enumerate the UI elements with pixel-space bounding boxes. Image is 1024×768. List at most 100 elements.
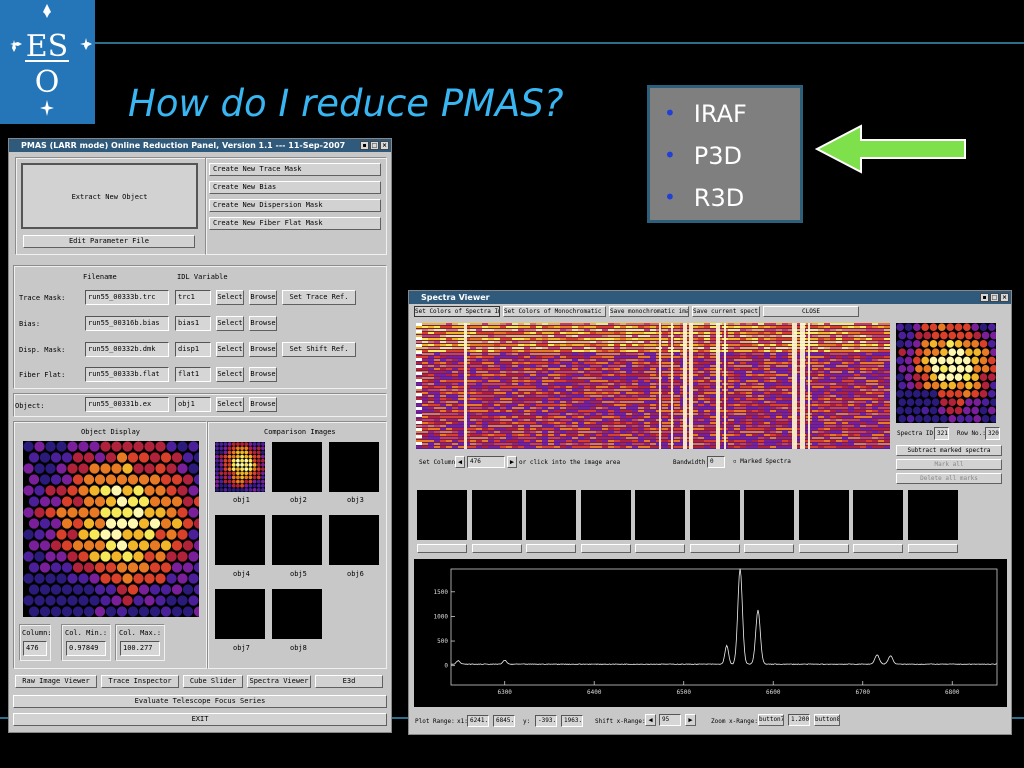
set-colors-spectra-button[interactable]: Set Colors of Spectra Image: [414, 306, 500, 317]
save-mono-images-button[interactable]: Save monochromatic images: [609, 306, 689, 317]
marked-spectrum-slot[interactable]: [471, 490, 522, 540]
monochromatic-image[interactable]: [896, 323, 996, 423]
colmin-value[interactable]: 0.97849: [66, 641, 106, 656]
slot-button[interactable]: [635, 544, 685, 553]
bandwidth-field[interactable]: 0: [707, 456, 725, 468]
comparison-image-obj1[interactable]: [215, 442, 265, 492]
comparison-image-obj6[interactable]: [329, 515, 379, 565]
close-icon[interactable]: ×: [1000, 293, 1009, 302]
row-no-field[interactable]: 320: [985, 427, 1000, 440]
bias-browse-button[interactable]: Browse: [249, 316, 277, 331]
window-titlebar[interactable]: Spectra Viewer ▪ □ ×: [409, 291, 1011, 304]
x2-field[interactable]: 6845.: [493, 715, 515, 727]
x1-field[interactable]: 6241.: [467, 715, 489, 727]
save-spectrum-button[interactable]: Save current spectrum: [692, 306, 760, 317]
zoom-field[interactable]: 1.200: [788, 714, 810, 726]
set-trace-ref-button[interactable]: Set Trace Ref.: [282, 290, 356, 305]
disp-mask-browse-button[interactable]: Browse: [249, 342, 277, 357]
slot-button[interactable]: [853, 544, 903, 553]
object-select-button[interactable]: Select: [216, 397, 244, 412]
fiber-flat-browse-button[interactable]: Browse: [249, 367, 277, 382]
close-icon[interactable]: ×: [380, 141, 389, 150]
evaluate-focus-button[interactable]: Evaluate Telescope Focus Series: [13, 695, 387, 708]
shift-left-button[interactable]: ◀: [645, 714, 656, 726]
comparison-image-obj5[interactable]: [272, 515, 322, 565]
spectra-image[interactable]: [416, 323, 890, 449]
shift-field[interactable]: 95: [659, 714, 681, 726]
slot-button[interactable]: [526, 544, 576, 553]
exit-button[interactable]: EXIT: [13, 713, 387, 726]
slot-button[interactable]: [907, 544, 958, 553]
mark-all-button[interactable]: Mark all: [896, 459, 1002, 470]
slot-button[interactable]: [417, 544, 467, 553]
disp-mask-idl[interactable]: disp1: [175, 342, 211, 357]
subtract-marked-button[interactable]: Subtract marked spectra: [896, 445, 1002, 456]
zoom-out-button[interactable]: button79: [758, 714, 784, 726]
slot-button[interactable]: [580, 544, 631, 553]
slot-button[interactable]: [689, 544, 740, 553]
slot-button[interactable]: [798, 544, 849, 553]
column-left-button[interactable]: ◀: [455, 456, 465, 468]
zoom-in-button[interactable]: button80: [814, 714, 840, 726]
trace-mask-idl[interactable]: trc1: [175, 290, 211, 305]
window-titlebar[interactable]: PMAS (LARR mode) Online Reduction Panel,…: [9, 139, 391, 152]
minimize-icon[interactable]: ▪: [980, 293, 989, 302]
spectra-id-field[interactable]: 321: [934, 427, 949, 440]
bias-filename[interactable]: run55_00316b.bias: [85, 316, 169, 331]
comparison-image-obj8[interactable]: [272, 589, 322, 639]
set-column-field[interactable]: 476: [467, 456, 505, 468]
object-filename[interactable]: run55_00331b.ex: [85, 397, 169, 412]
comparison-image-obj4[interactable]: [215, 515, 265, 565]
y1-field[interactable]: -393.: [535, 715, 557, 727]
marked-spectrum-slot[interactable]: [526, 490, 576, 540]
shift-right-button[interactable]: ▶: [685, 714, 696, 726]
create-fiber-flat-button[interactable]: Create New Fiber Flat Mask: [209, 217, 381, 230]
bias-idl[interactable]: bias1: [175, 316, 211, 331]
fiber-flat-idl[interactable]: flat1: [175, 367, 211, 382]
trace-mask-select-button[interactable]: Select: [216, 290, 244, 305]
create-dispersion-mask-button[interactable]: Create New Dispersion Mask: [209, 199, 381, 212]
marked-spectrum-slot[interactable]: [580, 490, 631, 540]
column-value[interactable]: 476: [23, 641, 47, 656]
marked-spectrum-slot[interactable]: [635, 490, 685, 540]
delete-marks-button[interactable]: Delete all marks: [896, 473, 1002, 484]
fiber-flat-select-button[interactable]: Select: [216, 367, 244, 382]
e3d-button[interactable]: E3d: [315, 675, 383, 688]
marked-spectrum-slot[interactable]: [798, 490, 849, 540]
trace-inspector-button[interactable]: Trace Inspector: [101, 675, 179, 688]
maximize-icon[interactable]: □: [990, 293, 999, 302]
marked-spectra-checkbox[interactable]: ▫ Marked Spectra: [733, 458, 791, 465]
colmax-value[interactable]: 100.277: [120, 641, 160, 656]
cube-slider-button[interactable]: Cube Slider: [183, 675, 243, 688]
column-right-button[interactable]: ▶: [507, 456, 517, 468]
slot-button[interactable]: [471, 544, 522, 553]
disp-mask-select-button[interactable]: Select: [216, 342, 244, 357]
slot-button[interactable]: [744, 544, 794, 553]
trace-mask-browse-button[interactable]: Browse: [249, 290, 277, 305]
marked-spectrum-slot[interactable]: [907, 490, 958, 540]
object-browse-button[interactable]: Browse: [249, 397, 277, 412]
marked-spectrum-slot[interactable]: [417, 490, 467, 540]
close-viewer-button[interactable]: CLOSE: [763, 306, 859, 317]
object-display-image[interactable]: [23, 441, 199, 617]
extract-object-button[interactable]: Extract New Object: [21, 163, 198, 229]
disp-mask-filename[interactable]: run55_00332b.dmk: [85, 342, 169, 357]
spectra-viewer-button[interactable]: Spectra Viewer: [247, 675, 311, 688]
set-shift-ref-button[interactable]: Set Shift Ref.: [282, 342, 356, 357]
edit-parameter-button[interactable]: Edit Parameter File: [23, 235, 195, 248]
y2-field[interactable]: 1963.: [561, 715, 583, 727]
marked-spectrum-slot[interactable]: [689, 490, 740, 540]
set-colors-mono-button[interactable]: Set Colors of Monochromatic Image: [503, 306, 606, 317]
marked-spectrum-slot[interactable]: [744, 490, 794, 540]
object-idl[interactable]: obj1: [175, 397, 211, 412]
raw-image-viewer-button[interactable]: Raw Image Viewer: [15, 675, 97, 688]
minimize-icon[interactable]: ▪: [360, 141, 369, 150]
comparison-image-obj2[interactable]: [272, 442, 322, 492]
comparison-image-obj3[interactable]: [329, 442, 379, 492]
bias-select-button[interactable]: Select: [216, 316, 244, 331]
create-trace-mask-button[interactable]: Create New Trace Mask: [209, 163, 381, 176]
create-bias-button[interactable]: Create New Bias: [209, 181, 381, 194]
maximize-icon[interactable]: □: [370, 141, 379, 150]
trace-mask-filename[interactable]: run55_00333b.trc: [85, 290, 169, 305]
